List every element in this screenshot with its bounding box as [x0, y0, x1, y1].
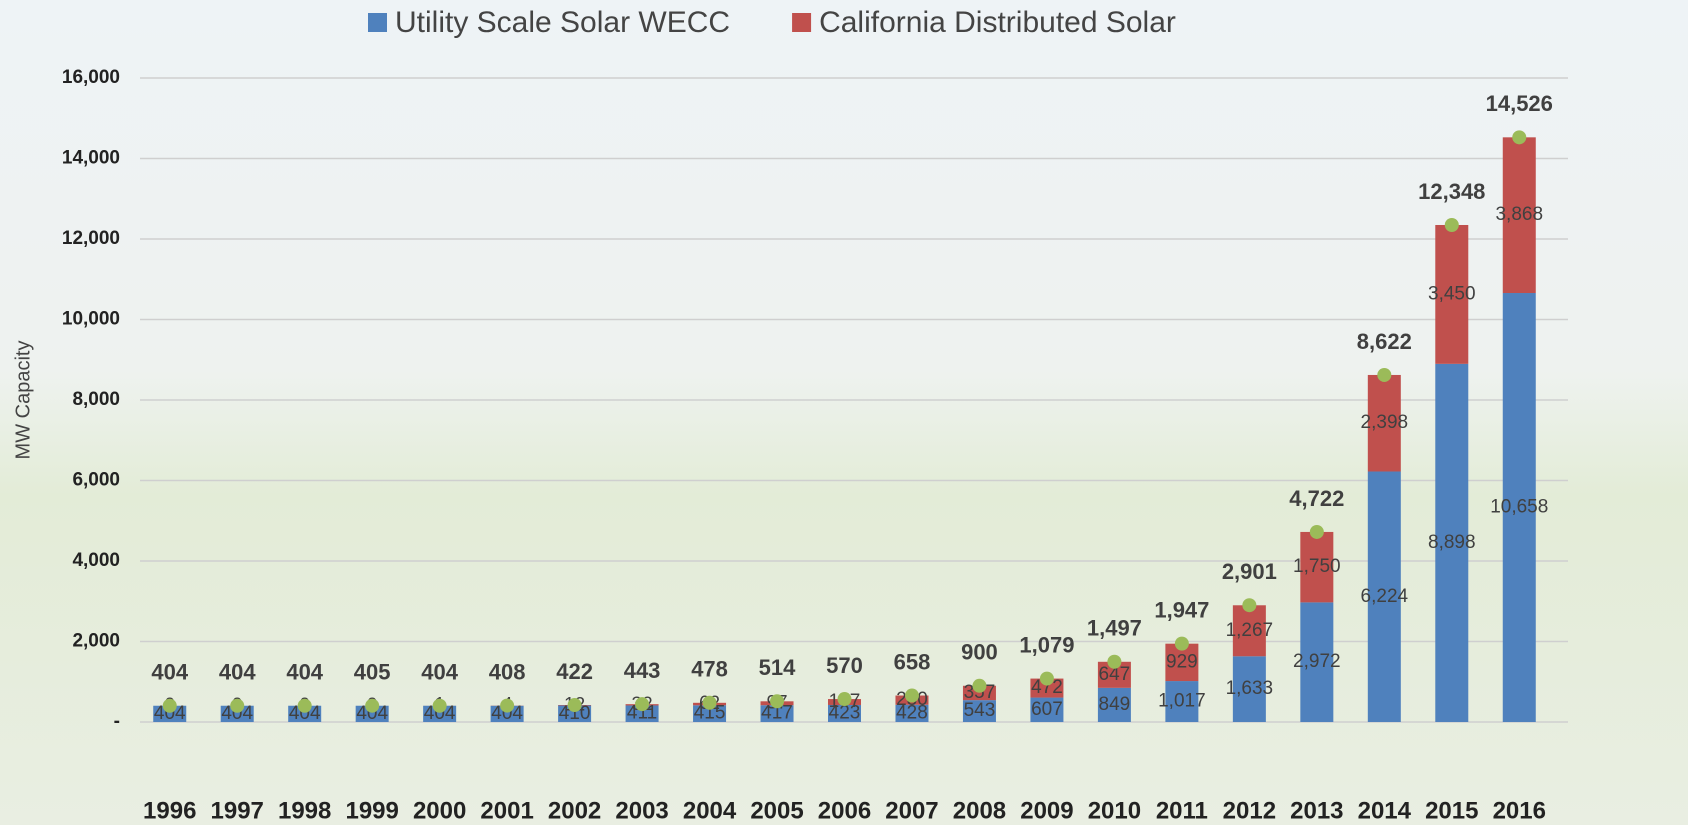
total-label: 8,622 — [1357, 329, 1412, 354]
total-marker — [1377, 368, 1391, 382]
x-tick-label: 2008 — [953, 797, 1006, 824]
total-marker — [1040, 672, 1054, 686]
total-label: 570 — [826, 653, 863, 678]
total-label: 404 — [151, 660, 188, 685]
total-marker — [905, 689, 919, 703]
total-label: 1,079 — [1019, 632, 1074, 657]
total-label: 404 — [286, 660, 323, 685]
y-tick-label: 12,000 — [62, 228, 120, 249]
total-label: 1,947 — [1154, 597, 1209, 622]
total-label: 12,348 — [1418, 179, 1485, 204]
x-tick-label: 2004 — [683, 797, 737, 824]
total-label: 4,722 — [1289, 486, 1344, 511]
segment-label: 1,267 — [1226, 620, 1274, 641]
segment-label: 10,658 — [1490, 497, 1548, 518]
total-marker — [1310, 525, 1324, 539]
x-tick-label: 2011 — [1156, 797, 1208, 824]
total-marker — [770, 694, 784, 708]
total-label: 14,526 — [1486, 91, 1553, 116]
x-tick-label: 2005 — [750, 797, 803, 824]
segment-label: 849 — [1099, 694, 1131, 715]
segment-label: 2,398 — [1361, 412, 1409, 433]
y-tick-label: 16,000 — [62, 67, 120, 88]
x-tick-label: 2003 — [615, 797, 668, 824]
segment-label: 543 — [964, 700, 996, 721]
total-label: 408 — [489, 659, 526, 684]
x-tick-label: 2012 — [1223, 797, 1276, 824]
total-marker — [298, 699, 312, 713]
total-label: 478 — [691, 657, 728, 682]
x-tick-label: 2014 — [1358, 797, 1412, 824]
y-tick-label: 2,000 — [72, 631, 120, 652]
x-tick-label: 2016 — [1493, 797, 1546, 824]
x-tick-label: 2010 — [1088, 797, 1141, 824]
segment-label: 3,868 — [1495, 204, 1543, 225]
total-label: 443 — [624, 658, 661, 683]
total-label: 1,497 — [1087, 616, 1142, 641]
total-marker — [230, 699, 244, 713]
total-marker — [568, 698, 582, 712]
total-marker — [433, 699, 447, 713]
y-tick-label: 10,000 — [62, 309, 120, 330]
total-label: 404 — [421, 660, 458, 685]
total-marker — [972, 679, 986, 693]
segment-label: 8,898 — [1428, 532, 1476, 553]
x-tick-label: 2015 — [1425, 797, 1478, 824]
x-tick-label: 1997 — [211, 797, 264, 824]
y-tick-label: 4,000 — [72, 550, 120, 571]
total-marker — [1242, 598, 1256, 612]
x-tick-label: 2000 — [413, 797, 466, 824]
total-marker — [163, 699, 177, 713]
total-label: 405 — [354, 660, 391, 685]
total-marker — [703, 696, 717, 710]
total-label: 404 — [219, 660, 256, 685]
x-tick-label: 2001 — [480, 797, 533, 824]
y-tick-label: - — [114, 711, 120, 732]
total-label: 658 — [894, 649, 931, 674]
total-marker — [1175, 637, 1189, 651]
x-tick-label: 1996 — [143, 797, 196, 824]
segment-label: 1,750 — [1293, 556, 1341, 577]
total-marker — [1512, 130, 1526, 144]
legend-label: California Distributed Solar — [819, 6, 1176, 39]
x-tick-label: 2006 — [818, 797, 871, 824]
segment-label: 607 — [1031, 699, 1063, 720]
x-tick-label: 2007 — [885, 797, 938, 824]
segment-label: 6,224 — [1361, 586, 1409, 607]
segment-label: 1,633 — [1226, 678, 1274, 699]
x-tick-label: 2013 — [1290, 797, 1343, 824]
segment-label: 3,450 — [1428, 283, 1476, 304]
total-label: 2,901 — [1222, 559, 1277, 584]
total-marker — [838, 692, 852, 706]
segment-label: 2,972 — [1293, 651, 1341, 672]
total-marker — [365, 699, 379, 713]
x-tick-label: 2009 — [1020, 797, 1073, 824]
total-label: 514 — [759, 655, 796, 680]
y-tick-label: 14,000 — [62, 148, 120, 169]
total-marker — [500, 699, 514, 713]
x-tick-label: 1999 — [345, 797, 398, 824]
y-tick-label: 8,000 — [72, 389, 120, 410]
total-marker — [635, 697, 649, 711]
legend-swatch — [368, 13, 387, 32]
y-axis-label: MW Capacity — [12, 341, 34, 460]
y-tick-label: 6,000 — [72, 470, 120, 491]
legend-swatch — [792, 13, 811, 32]
total-label: 900 — [961, 640, 998, 665]
total-marker — [1445, 218, 1459, 232]
segment-label: 929 — [1166, 651, 1198, 672]
segment-label: 1,017 — [1158, 691, 1206, 712]
total-label: 422 — [556, 659, 593, 684]
legend-label: Utility Scale Solar WECC — [395, 6, 730, 39]
x-tick-label: 1998 — [278, 797, 331, 824]
x-tick-label: 2002 — [548, 797, 601, 824]
total-marker — [1107, 655, 1121, 669]
